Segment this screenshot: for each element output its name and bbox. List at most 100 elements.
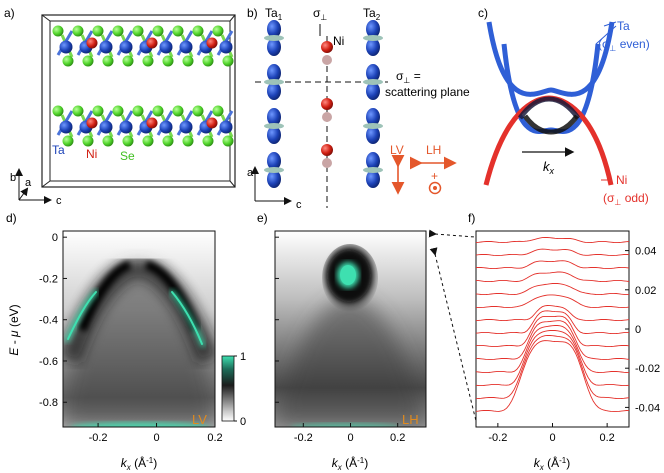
ta-orbital-ring <box>264 35 284 41</box>
x-tick-label: 0 <box>549 432 555 444</box>
y-tick-label: 0 <box>635 324 641 336</box>
ni-atom <box>206 37 218 49</box>
se-atom <box>92 25 104 37</box>
panel-a: a) Ta Ni Se b a c <box>4 6 236 207</box>
ta-label-c: Ta <box>617 19 630 33</box>
ni-atom-shadow <box>322 112 332 122</box>
lv-label: LV <box>390 143 404 157</box>
ta-orbital-lobe <box>366 82 380 100</box>
panel-d: d) 10 LV -0.2 0 0.20-0.2-0.4-0.6-0.8 E - μ… <box>6 211 246 472</box>
ta-atom <box>219 40 233 54</box>
ni-atom <box>206 117 218 129</box>
ni-atom <box>321 41 333 53</box>
axis-c-label: c <box>56 195 62 207</box>
se-atom <box>82 55 94 67</box>
ta-orbital-ring <box>264 123 284 129</box>
ta-orbital-lobe <box>366 152 380 170</box>
ta-orbital-ring <box>363 167 383 173</box>
se-atom <box>192 105 204 117</box>
se-atom <box>132 105 144 117</box>
se-atom <box>122 55 134 67</box>
ta-atom <box>179 120 193 134</box>
scattering-plane-label: scattering plane <box>385 85 470 99</box>
atom-label-se: Se <box>120 149 135 163</box>
edc-curves <box>475 236 630 413</box>
ta-orbital-lobe <box>267 108 281 126</box>
se-atom <box>152 25 164 37</box>
se-atom <box>62 135 74 147</box>
panel-c-label: c) <box>478 6 488 20</box>
panel-d-label: d) <box>6 211 17 225</box>
panel-e-heatmap <box>275 231 426 427</box>
atom-label-ni: Ni <box>86 147 97 161</box>
panel-c: c) Ta (σ⊥ even) kx Ni (σ⊥ odd) <box>478 6 650 207</box>
sigma-equation: σ⊥ = <box>396 69 421 85</box>
lh-label: LH <box>426 143 441 157</box>
edc-curve <box>475 260 630 270</box>
ta-atom <box>59 40 73 54</box>
x-axis-label-e: kx (Å-1) <box>332 455 368 472</box>
panel-a-label: a) <box>4 6 15 20</box>
se-atom <box>142 135 154 147</box>
panel-d-heatmap <box>63 231 215 427</box>
se-atom <box>72 25 84 37</box>
crystal-structure <box>52 25 234 147</box>
x-tick-label: -0.2 <box>89 432 108 444</box>
axis-c-label-b: c <box>296 199 302 211</box>
ta-orbital-lobe <box>267 64 281 82</box>
out-of-plane-icon <box>428 181 442 195</box>
se-atom <box>162 135 174 147</box>
se-atom <box>192 25 204 37</box>
ta-atom <box>159 120 173 134</box>
edc-curve <box>475 325 630 374</box>
panel-e: e) LH -0.2 0 0.2 kx (Å-1) <box>257 211 478 472</box>
se-atom <box>72 105 84 117</box>
se-atom <box>52 25 64 37</box>
ta-orbital-ring <box>264 79 284 85</box>
y-tick-label: 0.02 <box>635 285 656 297</box>
se-atom <box>212 25 224 37</box>
colorbar-ticks: 10 <box>234 351 246 428</box>
ta-orbital-lobe <box>366 170 380 188</box>
ta-orbital-ring <box>363 123 383 129</box>
ta-orbital-lobe <box>366 64 380 82</box>
ni-atom-shadow <box>322 55 332 65</box>
ni-odd-label: (σ⊥ odd) <box>603 191 649 207</box>
ta-orbital-lobe <box>267 38 281 56</box>
ta-atom <box>159 40 173 54</box>
edc-curve <box>475 305 630 322</box>
ni-atom-shadow <box>322 158 332 168</box>
se-atom <box>132 25 144 37</box>
y-tick-label: -0.02 <box>635 363 660 375</box>
lh-plus: + <box>431 169 438 183</box>
ta-orbital-ring <box>363 79 383 85</box>
ni-label-b: Ni <box>333 34 344 48</box>
panel-b: b) Ta1 Ta2 σ⊥ Ni σ⊥ = scattering plane L… <box>247 6 470 211</box>
ta-orbital-lobe <box>267 126 281 144</box>
se-atom <box>162 55 174 67</box>
ta-orbital-lobe <box>267 82 281 100</box>
se-atom <box>52 105 64 117</box>
panel-f-axes: -0.2 0 0.2 0.04 0.02 0 -0.02 -0.04 <box>488 246 660 444</box>
kx-label-c: kx <box>543 159 555 176</box>
y-tick-label: -0.8 <box>39 397 58 409</box>
ni-atom <box>86 37 98 49</box>
ni-atom <box>321 98 333 110</box>
y-tick-label: -0.04 <box>635 402 660 414</box>
se-atom <box>112 25 124 37</box>
panel-a-axes <box>15 168 52 204</box>
panel-e-axes: -0.2 0 0.2 <box>275 236 405 444</box>
panel-b-label: b) <box>247 6 258 20</box>
x-tick-label: 0.2 <box>207 432 222 444</box>
ta-orbital-lobe <box>366 126 380 144</box>
ni-atom <box>86 117 98 129</box>
ta-orbital-lobe <box>366 38 380 56</box>
ta-orbital-lobe <box>267 170 281 188</box>
ta-orbital-ring <box>264 167 284 173</box>
se-atom <box>222 135 234 147</box>
panel-d-axes: -0.2 0 0.2 0 -0.2 -0.4 -0.6 -0.8 <box>39 232 223 444</box>
colorbar-tick-label: 1 <box>240 351 246 363</box>
ta-atom <box>119 40 133 54</box>
atom-label-ta: Ta <box>52 143 65 157</box>
